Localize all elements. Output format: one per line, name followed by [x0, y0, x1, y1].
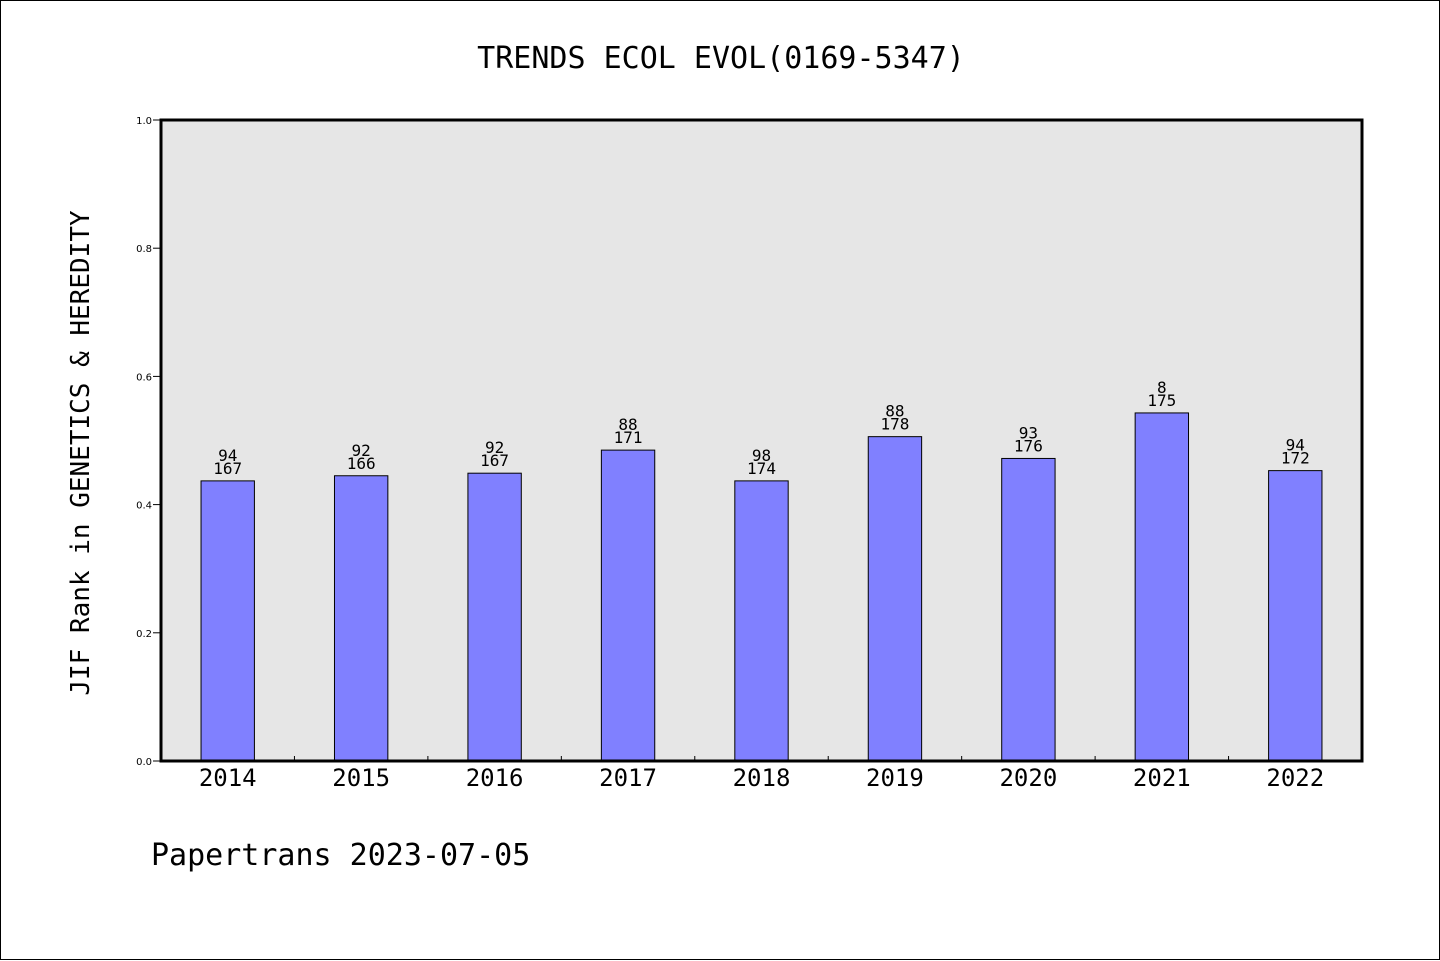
y-tick-label: 0.8: [136, 244, 152, 255]
bars-group: [200, 412, 1323, 762]
bar-total-label: 166: [347, 454, 376, 473]
bar: [1134, 412, 1190, 762]
bar-rank-label: 88: [885, 402, 904, 421]
bar: [1268, 470, 1323, 762]
x-tick-label: 2017: [599, 764, 657, 792]
bar-rank-label: 92: [352, 441, 371, 460]
y-axis-ticks: 0.0 0.2 0.4 0.6 0.8 1.0: [136, 116, 161, 768]
x-tick-label: 2020: [999, 764, 1057, 792]
bar: [200, 480, 255, 762]
bar: [1001, 457, 1056, 762]
bar: [867, 436, 923, 762]
bar-total-label: 174: [747, 459, 776, 478]
x-tick-label: 2018: [733, 764, 791, 792]
bar-total-label: 167: [480, 451, 509, 470]
bar-rank-label: 8: [1157, 378, 1167, 397]
bar: [467, 472, 522, 762]
y-axis-label: JIF Rank in GENETICS & HEREDITY: [66, 210, 96, 696]
bar-total-label: 171: [614, 428, 643, 447]
bar: [600, 449, 656, 762]
y-tick-label: 0.6: [136, 372, 152, 383]
x-axis-ticks: 2014 2015 2016 2017 2018 2019 2020 2021 2022: [199, 756, 1324, 792]
y-tick-label: 0.0: [136, 757, 152, 768]
x-tick-label: 2019: [866, 764, 924, 792]
bar: [333, 475, 389, 762]
bar-total-label: 176: [1014, 436, 1043, 455]
chart-title: TRENDS ECOL EVOL(0169-5347): [477, 41, 965, 76]
bar-total-label: 167: [213, 459, 242, 478]
bar-total-label: 175: [1147, 391, 1176, 410]
x-tick-label: 2014: [199, 764, 257, 792]
plot-border: [159, 118, 1364, 763]
bar-rank-label: 94: [1286, 436, 1305, 455]
bar-rank-label: 98: [752, 446, 771, 465]
bar-rank-label: 94: [218, 446, 237, 465]
y-tick-label: 0.2: [136, 629, 152, 640]
x-tick-label: 2016: [466, 764, 524, 792]
bar-rank-label: 92: [485, 438, 504, 457]
bar-total-label: 172: [1281, 449, 1310, 468]
bar-rank-label: 88: [618, 415, 637, 434]
bar-total-label: 178: [880, 415, 909, 434]
bar: [734, 480, 789, 762]
x-tick-label: 2021: [1133, 764, 1191, 792]
x-tick-label: 2022: [1266, 764, 1324, 792]
y-tick-label: 0.4: [136, 501, 152, 512]
footer-text: Papertrans 2023-07-05: [151, 838, 530, 873]
bar-rank-label: 93: [1019, 423, 1038, 442]
x-tick-label: 2015: [332, 764, 390, 792]
y-tick-label: 1.0: [136, 116, 152, 127]
